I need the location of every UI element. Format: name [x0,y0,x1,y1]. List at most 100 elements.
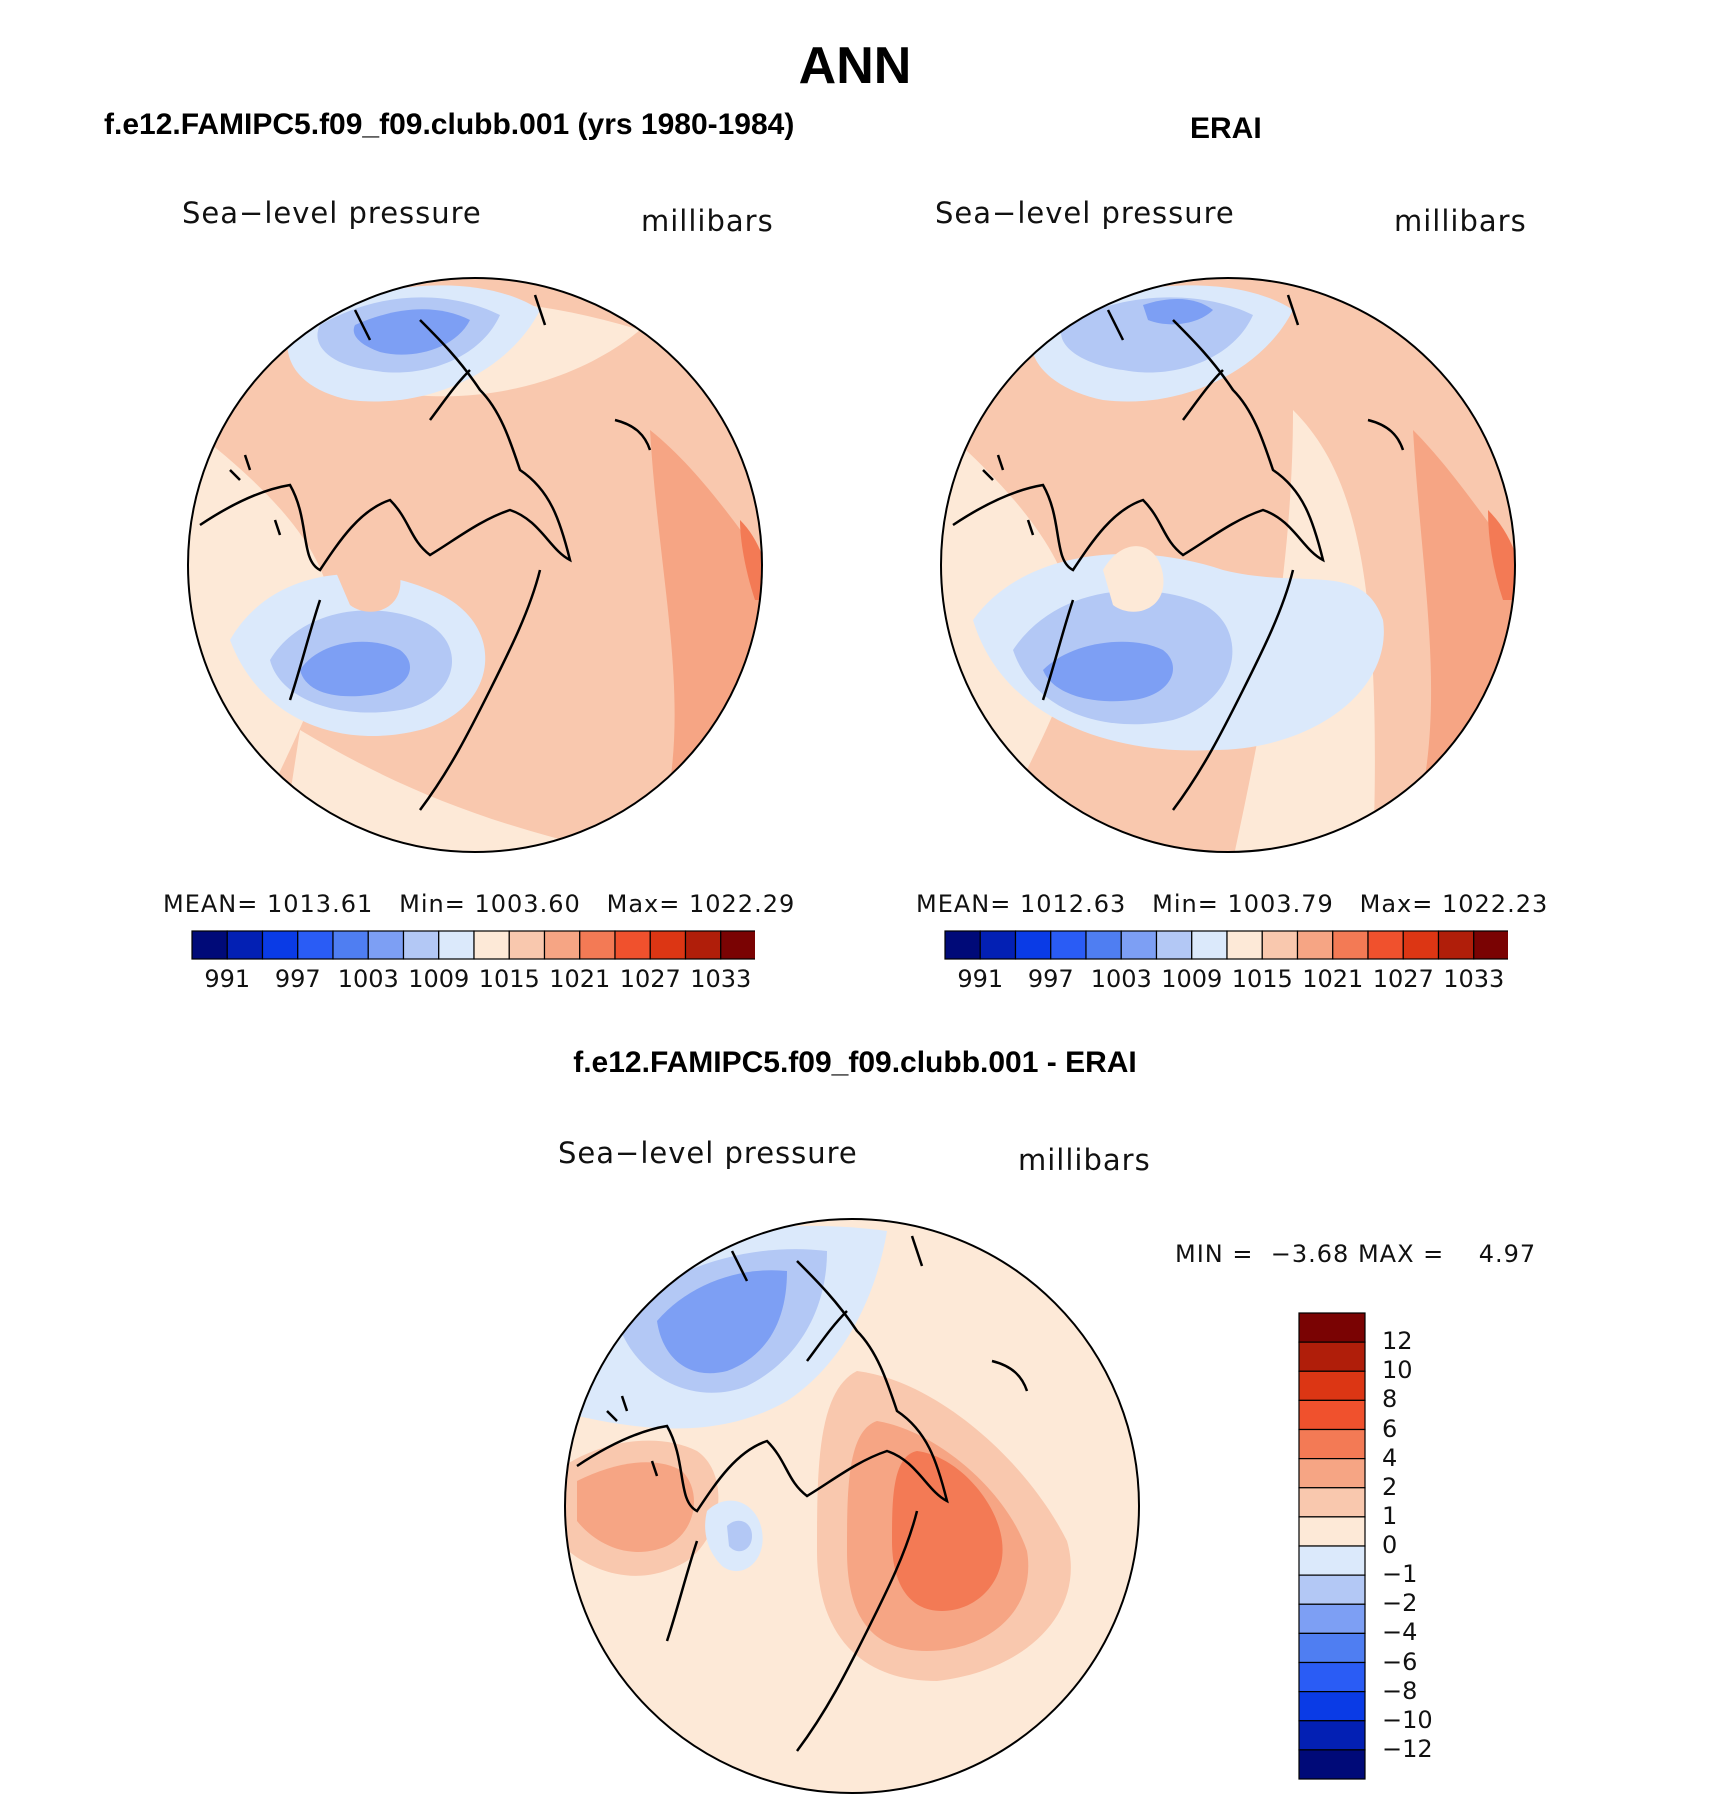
colorbar-swatch [1298,1458,1366,1489]
coastlines [576,1235,1029,1752]
contour-low-north-3 [657,1270,787,1374]
colorbar-label: 1009 [1161,965,1223,993]
colorbar-label: −8 [1382,1676,1418,1705]
difference-units-label: millibars [1018,1143,1151,1177]
colorbar-swatch [1298,1487,1366,1518]
colorbar-label: −6 [1382,1647,1418,1676]
map-border [940,277,1516,853]
difference-stats: MIN = −3.68 MAX = 4.97 [1175,1240,1536,1268]
contour-greenland-high [335,546,401,612]
colorbar-swatch [191,930,228,960]
panel-2-max-value: 1022.23 [1442,890,1549,918]
colorbar-label: 1003 [337,965,399,993]
difference-max-label: MAX = [1357,1240,1445,1268]
colorbar-swatch [1298,1341,1366,1372]
colorbar-swatch [614,930,651,960]
contour-greenland-high [1103,546,1164,612]
colorbar-label: −4 [1382,1618,1418,1647]
contour-low-north-3 [353,309,470,355]
panel-2-mean-label: MEAN= [916,890,1012,918]
page-title: ANN [798,37,912,95]
colorbar-swatch [438,930,475,960]
colorbar-swatch [1298,1720,1366,1751]
colorbar-swatch [261,930,299,960]
colorbar-label: −10 [1382,1705,1433,1734]
colorbar-swatch [1298,1661,1366,1693]
panel-1-stats: MEAN= 1013.61 Min= 1003.60 Max= 1022.29 [163,890,795,918]
colorbar-swatch [720,930,755,960]
panel-1-mean-label: MEAN= [163,890,259,918]
coastlines [199,294,652,811]
colorbar-swatch [1298,1516,1366,1547]
colorbar-swatch [1050,930,1087,960]
colorbar-label: 1021 [1302,965,1364,993]
colorbar-label: 2 [1382,1472,1398,1501]
colorbar-label: −1 [1382,1560,1418,1589]
colorbar-swatch [1298,1603,1366,1634]
colorbar-swatch [508,930,546,960]
panel-1-max-label: Max= [606,890,681,918]
colorbar-swatch [1191,930,1228,960]
panel-2-mean-value: 1012.63 [1020,890,1127,918]
colorbar-label: −12 [1382,1734,1433,1763]
contour-pos-east-3 [892,1451,1003,1611]
colorbar-label: 991 [957,965,1004,993]
colorbar-label: 1003 [1090,965,1152,993]
difference-polar-map [564,1218,1140,1794]
panel-2-min-value: 1003.79 [1227,890,1334,918]
contour-low-north-3 [1143,298,1213,325]
panel-2-max-label: Max= [1359,890,1434,918]
colorbar-label: 997 [1027,965,1074,993]
colorbar-swatch [1085,930,1122,960]
colorbar-swatch [226,930,264,960]
colorbar-label: 1027 [1372,965,1434,993]
colorbar-swatch [1014,930,1052,960]
colorbar-label: 10 [1382,1356,1413,1385]
panel-2-colorbar-labels: 991 997 1003 1009 1015 1021 1027 1033 [944,965,1508,995]
panel-1-colorbar [191,930,755,960]
colorbar-label: 4 [1382,1443,1398,1472]
colorbar-label: 997 [274,965,321,993]
panel-1-colorbar-swatches [191,930,755,960]
colorbar-swatch [1120,930,1158,960]
colorbar-swatch [1298,1632,1366,1664]
panel-2-units-label: millibars [1394,204,1527,238]
colorbar-swatch [1298,1312,1366,1343]
map-border [564,1218,1140,1794]
contour-low-south-3 [1043,641,1173,702]
colorbar-swatch [1367,930,1404,960]
colorbar-swatch [944,930,981,960]
panel-1-variable-label: Sea−level pressure [182,196,482,230]
colorbar-label: 1015 [478,965,540,993]
panel-1-polar-map [187,277,763,853]
colorbar-swatch [367,930,405,960]
difference-header: f.e12.FAMIPC5.f09_f09.clubb.001 - ERAI [573,1046,1137,1079]
panel-2-variable-label: Sea−level pressure [935,196,1235,230]
colorbar-swatch [579,930,616,960]
colorbar-swatch [1298,1370,1366,1401]
colorbar-label: 1015 [1231,965,1293,993]
coastlines [952,294,1405,811]
difference-colorbar-labels: 12 10 8 6 4 2 1 0 −1 −2 −4 −6 −8 −10 −12 [1382,1312,1462,1780]
colorbar-swatch [1402,930,1440,960]
colorbar-label: 8 [1382,1385,1398,1414]
colorbar-swatch [332,930,369,960]
contour-pos-west-2 [577,1462,694,1552]
panel-2-colorbar [944,930,1508,960]
colorbar-swatch [684,930,722,960]
difference-colorbar-swatches [1298,1312,1366,1780]
colorbar-swatch [649,930,687,960]
colorbar-swatch [1437,930,1475,960]
colorbar-swatch [1298,1749,1366,1780]
colorbar-label: 1027 [619,965,681,993]
panel-2-colorbar-swatches [944,930,1508,960]
difference-min-value: −3.68 [1270,1240,1350,1268]
contour-low-south-3 [300,641,410,697]
colorbar-swatch [1298,1574,1366,1605]
difference-colorbar [1298,1312,1366,1780]
panel-1-units-label: millibars [641,204,774,238]
colorbar-swatch [1298,1428,1366,1460]
contour-low-greenland-2 [727,1520,752,1552]
colorbar-label: −2 [1382,1589,1418,1618]
difference-max-value: 4.97 [1478,1240,1537,1268]
